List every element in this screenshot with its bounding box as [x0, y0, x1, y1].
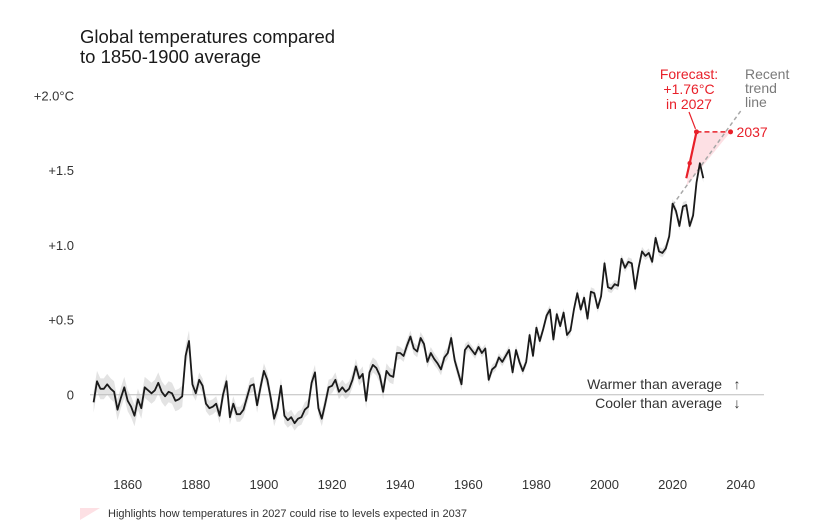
warmer-label: Warmer than average	[587, 376, 722, 392]
trend-line	[672, 110, 742, 206]
trend-point-2037	[728, 129, 734, 135]
x-tick-label: 1940	[386, 477, 415, 492]
y-tick-label: +1.0	[48, 238, 74, 253]
x-tick-label: 2020	[658, 477, 687, 492]
warmer-arrow-icon: ↑	[734, 376, 741, 392]
x-tick-label: 1960	[454, 477, 483, 492]
highlight-swatch	[80, 508, 100, 520]
x-tick-label: 2040	[726, 477, 755, 492]
x-tick-label: 1860	[113, 477, 142, 492]
y-tick-label: +2.0°C	[34, 89, 74, 104]
forecast-annotation-line: in 2027	[666, 96, 712, 112]
y-tick-label: +0.5	[48, 313, 74, 328]
x-tick-label: 1900	[249, 477, 278, 492]
x-tick-label: 2000	[590, 477, 619, 492]
x-tick-label: 1880	[181, 477, 210, 492]
year-2037-label: 2037	[737, 124, 768, 140]
trend-annotation-line: Recent	[745, 66, 789, 82]
cooler-arrow-icon: ↓	[734, 395, 741, 411]
chart-title: Global temperatures compared to 1850-190…	[80, 27, 335, 67]
y-tick-label: 0	[67, 387, 74, 402]
chart-title-line-1: Global temperatures compared	[80, 26, 336, 47]
chart-title-line-2: to 1850-1900 average	[80, 46, 262, 67]
forecast-point-2025	[687, 161, 692, 166]
chart-svg: 0 +0.5 +1.0 +1.5 +2.0°C 1860 1880 1900 1920 1940 1…	[34, 66, 790, 492]
legend-note-text: Highlights how temperatures in 2027 coul…	[108, 508, 467, 520]
cooler-label: Cooler than average	[595, 395, 722, 411]
forecast-leader-line	[688, 111, 697, 130]
temperature-line	[92, 162, 705, 425]
trend-annotation-line: line	[745, 94, 767, 110]
forecast-annotation-line: +1.76°C	[663, 81, 714, 97]
highlight-triangle	[686, 131, 731, 187]
x-tick-label: 1920	[318, 477, 347, 492]
trend-annotation-line: trend	[745, 80, 777, 96]
y-tick-label: +1.5	[48, 163, 74, 178]
forecast-annotation-line: Forecast:	[660, 66, 718, 82]
x-tick-label: 1980	[522, 477, 551, 492]
legend-note: Highlights how temperatures in 2027 coul…	[80, 508, 467, 520]
